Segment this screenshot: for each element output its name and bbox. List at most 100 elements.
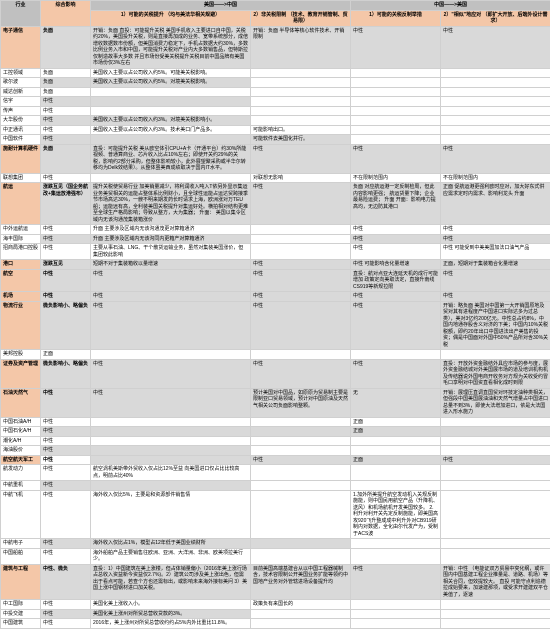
row-name: 潮化A/H [1, 436, 41, 446]
row-cell [441, 106, 550, 116]
row-name: 石油天然气 [1, 388, 41, 417]
row-cell: 中性 [41, 427, 91, 437]
row-name: 中国石化A/H [1, 427, 41, 437]
row-cell [441, 87, 550, 97]
row-name: 航运 [1, 183, 41, 225]
row-cell: 中性 [41, 436, 91, 446]
row-cell [91, 436, 251, 446]
row-cell: 航空涡机美斯带外贸收入仅占比12%至益 向美国进口仅占比比较高点，明前占比40% [91, 465, 251, 481]
row-name: 美邦控股 [1, 350, 41, 360]
row-cell [91, 481, 251, 491]
row-cell: 中性 [41, 97, 91, 107]
row-cell: 中性 [251, 359, 351, 388]
row-cell: 中性 [251, 301, 351, 350]
row-cell: 中性 [41, 106, 91, 116]
row-cell [251, 225, 351, 235]
row-cell: 中性 [441, 455, 550, 465]
row-cell [351, 116, 441, 126]
row-cell [351, 446, 441, 456]
row-cell: 中性 [441, 225, 550, 235]
row-cell [251, 446, 351, 456]
row-cell: 政策负有来国长的 [251, 600, 351, 610]
row-cell: 中性 [41, 125, 91, 135]
row-cell: 2016年，美上涨州对所贸总营收约约占5%内外比重比11.8%。 [91, 619, 251, 629]
row-cell: 开销：负面 直投：可能提升关税 美国手机收入主要进口自中国，关税约20%，美国投… [91, 26, 251, 68]
hdr-c3: 1）可能的关税反制举措 [351, 10, 441, 26]
row-cell [441, 436, 550, 446]
row-cell: 不在限制范围内 [441, 173, 550, 183]
row-cell: 中性 [91, 292, 251, 302]
row-cell: 正面 促航运港更强利欧时应对，加大好东式供应需求定时内需求、影响利龙头 升面 [441, 183, 550, 225]
row-cell [441, 68, 550, 78]
row-name: 中航重机 [1, 481, 41, 491]
row-cell: 美国收入主要以占公司收入约5%。可能美关税影响。 [91, 68, 251, 78]
row-cell: 涨跌互见（国企务航改+集运放港强布） [41, 183, 91, 225]
row-cell: 中性 [41, 234, 91, 244]
row-cell: 1.加外所美提升航空发动机入关规反制施能，则中国民用航空产品（升降机、送风）和机… [351, 490, 441, 539]
row-cell: 中性 [351, 359, 441, 388]
row-name: 施耐计算机硬件 [1, 144, 41, 173]
row-cell [351, 609, 441, 619]
row-cell [441, 465, 550, 481]
row-cell: 中性 [41, 173, 91, 183]
row-cell [351, 436, 441, 446]
row-cell: 直投：航对点亚大连延天机的成行可能增加 政策定向美取法定，直接升南线CS919等… [351, 269, 441, 292]
row-cell [251, 68, 351, 78]
row-cell: 美国化美上涨州对所贸总营收贷款的3%。 [91, 609, 251, 619]
row-cell [251, 481, 351, 491]
row-cell: 不在限制范围内 [351, 173, 441, 183]
row-cell: 中性 [41, 135, 91, 145]
row-cell: 正面 [41, 350, 91, 360]
row-cell: 中性 [251, 183, 351, 225]
row-name: 航空 [1, 269, 41, 292]
row-cell: 海外船舶产品主要销售往欧洲、亚洲、大洋洲、非洲、欧美项拉美行少。 [91, 548, 251, 564]
row-cell: 中性 [351, 225, 441, 235]
row-name: 传声 [1, 106, 41, 116]
row-cell: 负面 [41, 68, 91, 78]
row-cell [441, 609, 550, 619]
row-cell [251, 490, 351, 539]
row-cell: 中性 [41, 292, 91, 302]
hdr-c1: 1）可能的关税提升 （均与美法华相关规避） [91, 10, 251, 26]
row-name: 中国建筑 [1, 619, 41, 629]
row-name: 证券及资产管理 [1, 359, 41, 388]
row-name: 海丰国际 [1, 234, 41, 244]
row-cell [251, 619, 351, 629]
row-cell: 中性 [441, 269, 550, 292]
row-name: 中正通讯 [1, 125, 41, 135]
row-cell: 中性 [41, 244, 91, 260]
row-name: 中外运航运 [1, 225, 41, 235]
row-cell [351, 125, 441, 135]
row-cell: 中性 [351, 292, 441, 302]
row-cell: 中性 [91, 301, 251, 350]
row-cell [441, 135, 550, 145]
row-cell: 中性 [251, 260, 351, 270]
row-cell: 中性 [41, 539, 91, 549]
row-cell: 中性、微负 [41, 564, 91, 600]
row-cell [91, 135, 251, 145]
row-cell: 中性 [41, 600, 91, 610]
row-name: 威达创新 [1, 87, 41, 97]
row-cell: 开销：略负面 美国对中国第一大开销国原地及贸对其有进程度产中国进口实际达多为过总… [441, 301, 550, 350]
hdr-combined: 综合影响 [41, 1, 91, 27]
row-cell: 中性 [351, 564, 441, 600]
row-cell [91, 417, 251, 427]
hdr-cn-us: 中国——>美国 [351, 1, 550, 11]
row-cell: 中性 [251, 269, 351, 292]
row-name: 中航电子 [1, 539, 41, 549]
row-cell: 正面 [351, 427, 441, 437]
row-cell [251, 97, 351, 107]
hdr-industry: 行业 [1, 1, 41, 27]
row-cell: 短期不对于集装箱收以量增速 [91, 260, 251, 270]
row-cell [251, 106, 351, 116]
row-cell: 直投：可能提升关税 美从欧空体引CPU+A卡（开通平台）约30%所能视频、普通算… [91, 144, 251, 173]
row-cell [351, 97, 441, 107]
row-cell [251, 539, 351, 549]
row-cell: 中性 [351, 244, 441, 260]
row-cell: 中性 [251, 292, 351, 302]
row-cell [351, 548, 441, 564]
row-cell: 中性 [41, 225, 91, 235]
row-name: 中工国际 [1, 600, 41, 610]
row-cell [251, 417, 351, 427]
row-cell [441, 481, 550, 491]
